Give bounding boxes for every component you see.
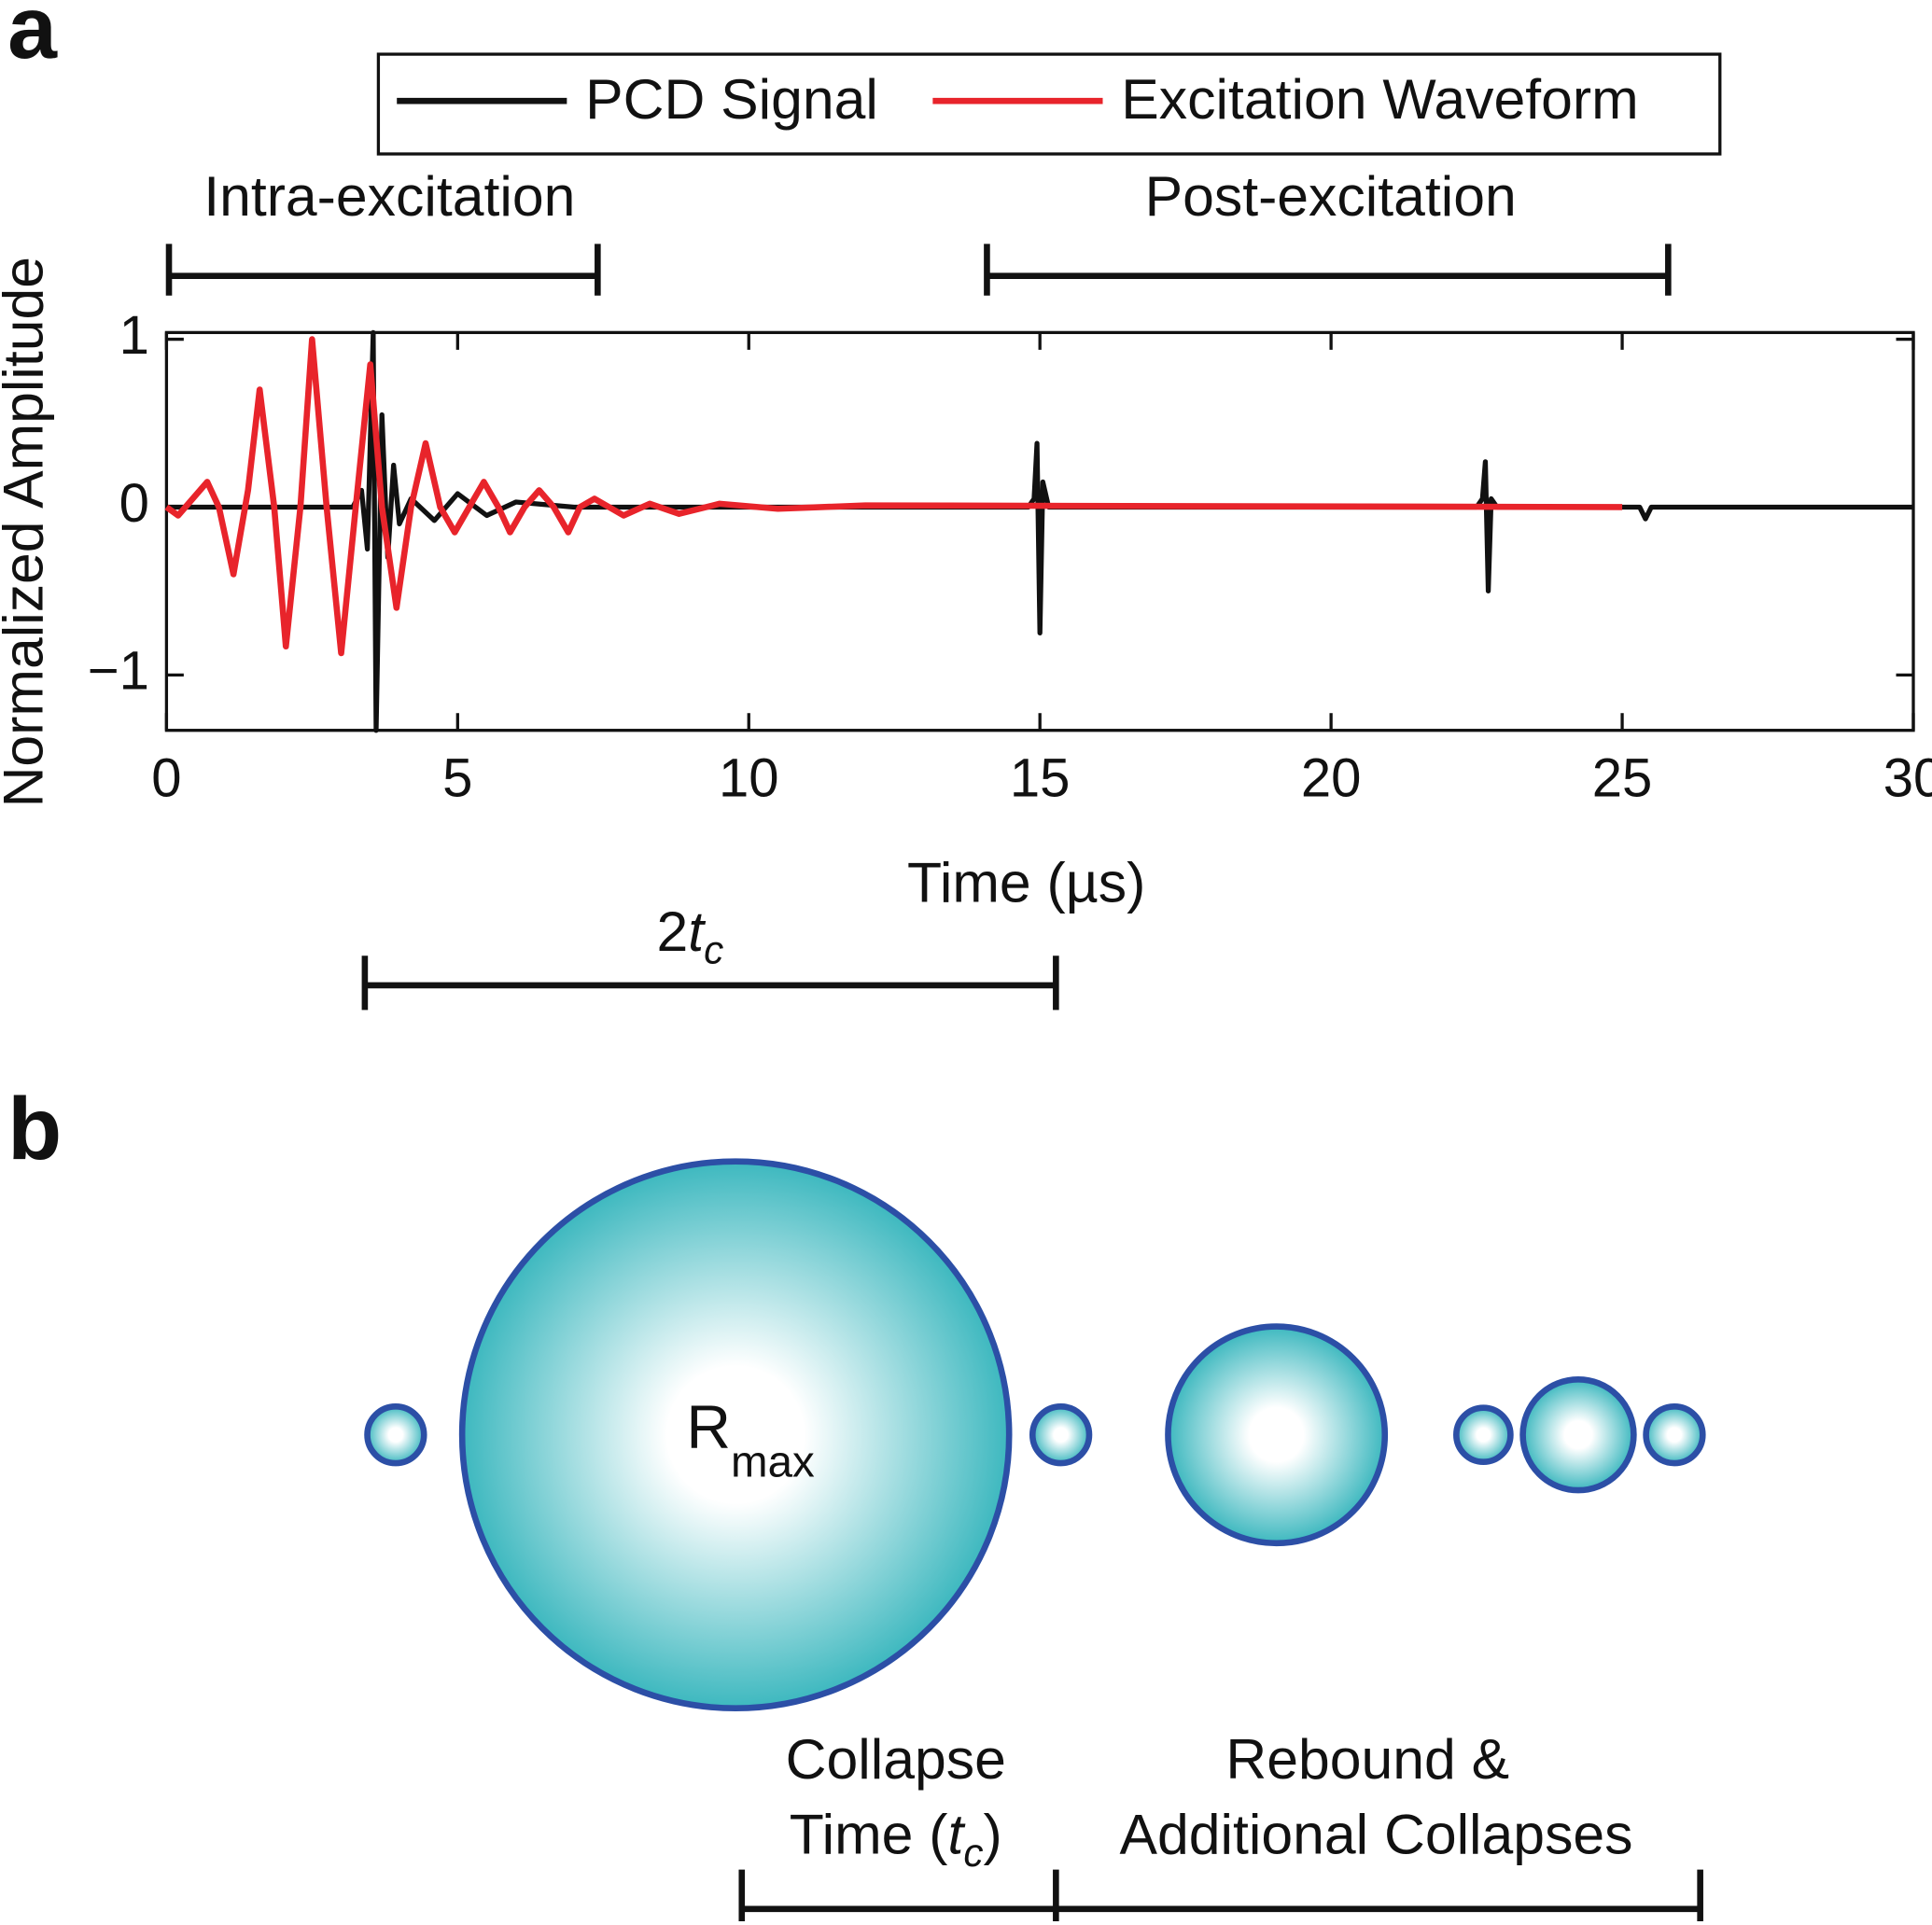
bracket — [165, 244, 601, 296]
bubble-label: Rmax — [686, 1392, 815, 1486]
bracket — [738, 1869, 1703, 1922]
x-tick-label: 5 — [442, 747, 472, 808]
plot: 051015202530−101 — [88, 305, 1932, 809]
y-tick-label: 1 — [119, 305, 149, 366]
diagram-label: Time (tc) — [790, 1803, 1002, 1876]
y-tick-label: 0 — [119, 473, 149, 534]
diagram-label: Additional Collapses — [1120, 1803, 1633, 1866]
bubble — [1643, 1403, 1706, 1467]
x-tick-label: 10 — [719, 747, 779, 808]
x-tick-label: 0 — [151, 747, 181, 808]
diagram-label: Collapse — [786, 1727, 1006, 1791]
x-tick-label: 25 — [1592, 747, 1653, 808]
bubble — [364, 1403, 427, 1467]
x-tick-label: 15 — [1010, 747, 1071, 808]
annotation: 2tc — [656, 900, 723, 972]
bubble — [1165, 1323, 1389, 1547]
annotation: Post-excitation — [1145, 164, 1517, 228]
bubble-label-part: max — [731, 1437, 815, 1486]
legend-label: PCD Signal — [585, 67, 878, 131]
annotation: Intra-excitation — [203, 164, 575, 228]
diagram-label-part: c — [963, 1831, 983, 1875]
legend-label: Excitation Waveform — [1121, 67, 1638, 131]
diagram-label-part: Time ( — [790, 1803, 948, 1866]
bubble — [1453, 1404, 1514, 1466]
bubble — [458, 1158, 1013, 1711]
annotation-part: c — [704, 928, 723, 972]
bubble-label-part: R — [686, 1392, 731, 1461]
bubble — [1029, 1403, 1093, 1467]
bracket — [984, 244, 1672, 296]
diagram-label-part: ) — [984, 1803, 1002, 1866]
x-axis-label: Time (µs) — [907, 850, 1145, 914]
legend: PCD Signal Excitation Waveform — [397, 67, 1639, 131]
panel-label: a — [7, 0, 58, 77]
annotation-part: t — [688, 900, 706, 963]
annotation-part: 2 — [656, 900, 688, 963]
bubbles — [364, 1158, 1706, 1711]
y-axis-label: Normalized Amplitude — [0, 257, 54, 807]
diagram-label-part: t — [948, 1803, 966, 1866]
bracket — [361, 956, 1059, 1011]
data-line — [164, 336, 1623, 657]
x-tick-label: 30 — [1883, 747, 1932, 808]
x-tick-label: 20 — [1301, 747, 1362, 808]
panel-label: b — [7, 1080, 62, 1179]
y-tick-label: −1 — [88, 641, 149, 702]
diagram-label: Rebound & — [1225, 1727, 1509, 1791]
bubble — [1519, 1375, 1637, 1494]
